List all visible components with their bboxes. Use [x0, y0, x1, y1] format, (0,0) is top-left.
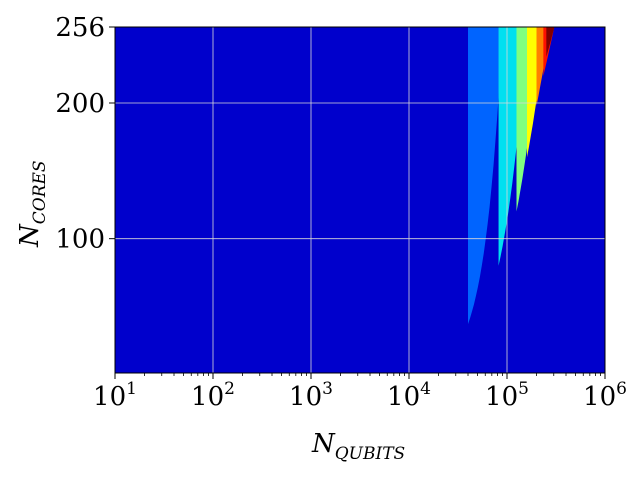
contour-bands [468, 27, 555, 325]
y-tick-label: 100 [55, 225, 105, 255]
y-axis: 100 200 256 [55, 13, 115, 255]
y-axis-label-group: NCORES [15, 160, 50, 248]
x-tick-label: 101 [93, 379, 137, 412]
x-tick-label: 104 [387, 379, 431, 412]
grid [115, 27, 605, 373]
y-axis-label: NCORES [15, 160, 50, 248]
x-tick-label: 106 [583, 379, 627, 412]
x-axis-label-sub: QUBITS [335, 444, 405, 464]
y-tick-label: 200 [55, 89, 105, 119]
x-tick-label: 102 [191, 379, 235, 412]
x-tick-label: 105 [485, 379, 529, 412]
y-axis-label-sub: CORES [30, 160, 50, 224]
contour-band-6 [543, 27, 555, 76]
contour-band-1 [468, 27, 503, 325]
x-axis-label: NQUBITS [311, 429, 405, 464]
plot-frame [114, 26, 606, 374]
y-axis-label-main: N [15, 223, 45, 248]
contour-band-7 [546, 27, 555, 57]
x-axis-label-main: N [311, 429, 336, 459]
x-tick-label: 103 [289, 379, 333, 412]
y-tick-label: 256 [55, 13, 105, 43]
x-axis: 101 102 103 104 105 106 [93, 373, 627, 412]
